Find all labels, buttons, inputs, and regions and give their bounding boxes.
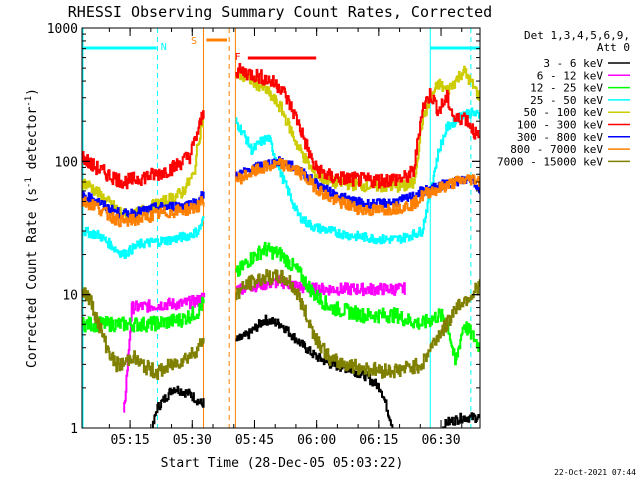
series-line-2 bbox=[123, 275, 406, 413]
legend-label-6: 100 - 300 keV bbox=[517, 119, 603, 132]
legend-label-3: 12 - 25 keV bbox=[530, 82, 603, 95]
series-line-1 bbox=[151, 314, 480, 428]
y-axis-label: Corrected Count Rate (s-1 detector-1) bbox=[24, 88, 40, 368]
x-tick-label: 06:30 bbox=[421, 433, 460, 448]
footer-date: 22-Oct-2021 07:44 bbox=[554, 468, 636, 477]
legend-header-line-2: Att 0 bbox=[597, 41, 630, 54]
legend-label-7: 300 - 800 keV bbox=[517, 131, 603, 144]
y-tick-label: 1 bbox=[70, 422, 78, 437]
x-tick-label: 05:15 bbox=[111, 433, 150, 448]
legend-label-5: 50 - 100 keV bbox=[524, 106, 604, 119]
x-tick-label: 06:15 bbox=[359, 433, 398, 448]
flare-marker-label: F bbox=[235, 52, 241, 63]
x-axis-label: Start Time (28-Dec-05 05:03:22) bbox=[161, 456, 404, 471]
legend-label-4: 25 - 50 keV bbox=[530, 94, 603, 107]
x-tick-label: 05:45 bbox=[235, 433, 274, 448]
series-line-6 bbox=[82, 63, 480, 190]
y-tick-label: 10 bbox=[62, 289, 78, 304]
legend-label-9: 7000 - 15000 keV bbox=[497, 155, 603, 168]
x-tick-label: 06:00 bbox=[297, 433, 336, 448]
saa-marker-label: S bbox=[191, 36, 197, 47]
y-tick-label: 100 bbox=[55, 155, 78, 170]
series-line-9 bbox=[82, 269, 480, 380]
y-tick-label: 1000 bbox=[47, 22, 78, 37]
series-line-3 bbox=[82, 241, 480, 366]
legend-header-line-1: Det 1,3,4,5,6,9, bbox=[524, 29, 630, 42]
legend-label-1: 3 - 6 keV bbox=[543, 57, 603, 70]
x-tick-label: 05:30 bbox=[173, 433, 212, 448]
series-line-8 bbox=[82, 157, 480, 228]
legend-label-8: 800 - 7000 keV bbox=[510, 143, 603, 156]
legend-label-2: 6 - 12 keV bbox=[537, 69, 604, 82]
night-marker-label: N bbox=[161, 42, 167, 53]
plot-area-frame bbox=[81, 27, 481, 429]
chart-title: RHESSI Observing Summary Count Rates, Co… bbox=[68, 3, 492, 21]
